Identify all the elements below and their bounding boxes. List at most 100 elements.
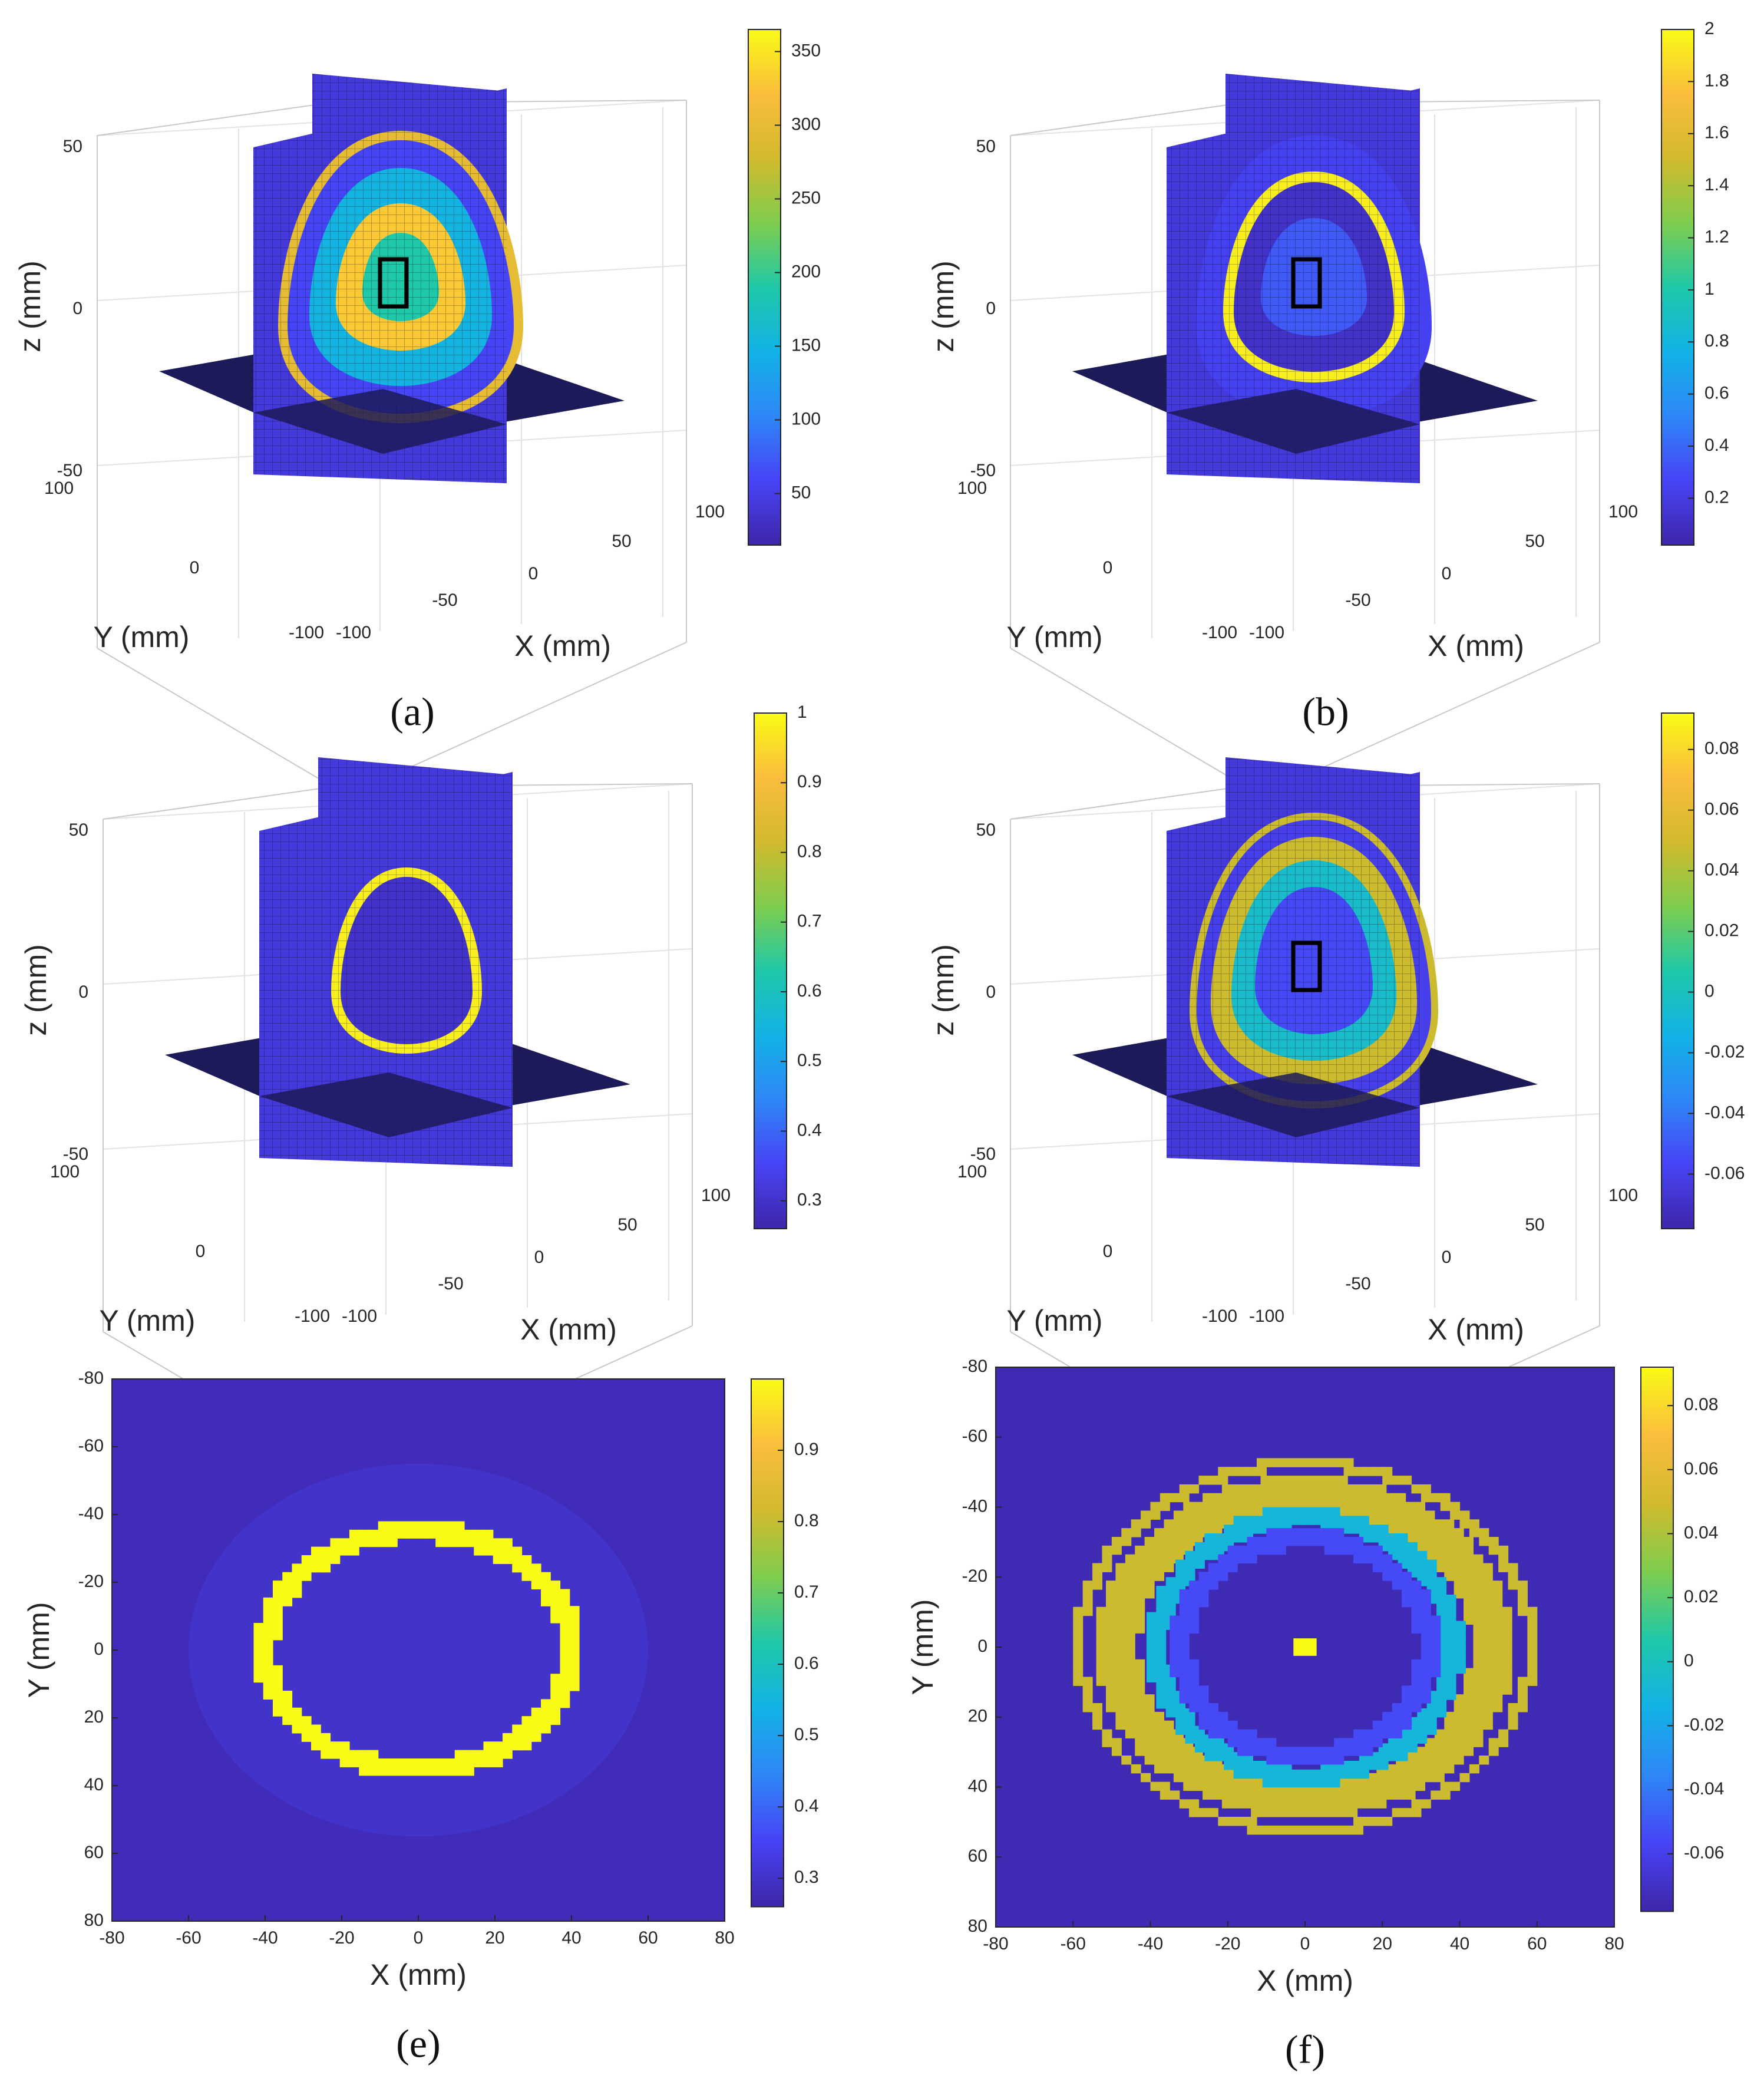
heatmap-cell bbox=[1241, 1484, 1251, 1494]
heatmap-cell bbox=[1135, 1668, 1145, 1678]
heatmap-cell bbox=[1498, 1729, 1509, 1738]
heatmap-cell bbox=[1402, 1598, 1412, 1608]
heatmap-cell bbox=[1310, 1516, 1321, 1525]
x-tick-label: 50 bbox=[612, 532, 631, 551]
colorbar-tick-label: 0.2 bbox=[1704, 487, 1729, 507]
colorbar bbox=[748, 29, 781, 546]
y-tick-label: -100 bbox=[289, 623, 324, 642]
heatmap-cell bbox=[1092, 1720, 1103, 1730]
heatmap-cell bbox=[1144, 1729, 1155, 1738]
heatmap-cell bbox=[1502, 1677, 1512, 1686]
x-tick-label: 0 bbox=[1442, 1248, 1452, 1267]
heatmap-cell bbox=[1102, 1738, 1112, 1747]
heatmap-cell bbox=[550, 1589, 561, 1598]
heatmap-cell bbox=[1106, 1598, 1116, 1608]
heatmap-cell bbox=[1179, 1615, 1190, 1625]
heatmap-cell bbox=[1376, 1484, 1387, 1494]
heatmap-cell bbox=[1144, 1581, 1155, 1590]
horizontal-slice-front bbox=[1167, 1073, 1420, 1137]
heatmap-cell bbox=[1170, 1650, 1180, 1660]
heatmap-cell bbox=[1421, 1606, 1431, 1616]
heatmap-cell bbox=[388, 1767, 398, 1776]
heatmap-cell bbox=[1444, 1536, 1455, 1546]
heatmap-cell bbox=[1164, 1545, 1174, 1555]
heatmap-cell bbox=[1353, 1467, 1364, 1476]
heatmap-cell bbox=[273, 1597, 283, 1606]
heatmap-cell bbox=[1125, 1703, 1135, 1713]
heatmap-cell bbox=[1189, 1703, 1200, 1713]
heatmap-cell bbox=[1309, 1476, 1319, 1485]
heatmap-cell bbox=[1444, 1738, 1455, 1747]
heatmap-cell bbox=[1164, 1729, 1174, 1738]
heatmap-cell bbox=[1237, 1816, 1248, 1826]
colorbar-tick-label: 0.08 bbox=[1684, 1395, 1718, 1414]
heatmap-cell bbox=[1305, 1747, 1316, 1756]
heatmap-cell bbox=[435, 1521, 446, 1530]
horizontal-slice-front bbox=[253, 389, 507, 454]
heatmap-cell bbox=[1314, 1458, 1325, 1467]
heatmap-cell bbox=[292, 1581, 302, 1590]
colorbar-tick-label: 150 bbox=[791, 335, 821, 355]
heatmap-cell bbox=[560, 1597, 570, 1606]
heatmap-cell bbox=[1473, 1685, 1484, 1695]
heatmap-cell bbox=[1527, 1606, 1538, 1616]
heatmap-cell bbox=[1411, 1484, 1422, 1494]
heatmap-cell bbox=[1272, 1769, 1283, 1779]
heatmap-cell bbox=[1179, 1650, 1190, 1660]
heatmap-cell bbox=[1266, 1747, 1277, 1756]
heatmap-cell bbox=[503, 1741, 513, 1751]
heatmap-cell bbox=[1482, 1624, 1493, 1634]
colorbar-tick-label: 0.5 bbox=[797, 1051, 822, 1070]
heatmap-cell bbox=[1444, 1756, 1455, 1765]
roi-box-marker bbox=[1291, 941, 1322, 992]
x-tick-label: 60 bbox=[1527, 1934, 1547, 1954]
heatmap-cell bbox=[1165, 1691, 1176, 1700]
heatmap-cell bbox=[1492, 1606, 1503, 1616]
heatmap-cell bbox=[1454, 1572, 1464, 1581]
heatmap-cell bbox=[1372, 1729, 1383, 1738]
heatmap-cell bbox=[1125, 1711, 1135, 1721]
heatmap-cell bbox=[1189, 1581, 1200, 1590]
heatmap-cell bbox=[1378, 1760, 1389, 1770]
heatmap-cell bbox=[1527, 1668, 1538, 1678]
heatmap-cell bbox=[1295, 1458, 1306, 1467]
heatmap-cell bbox=[1224, 1533, 1234, 1543]
panel-2d-4: -80 -60 -40 -20 0 20 40 60 80-80-60-40-200204060… bbox=[22, 1368, 819, 2066]
heatmap-cell bbox=[1479, 1528, 1489, 1537]
heatmap-cell bbox=[1473, 1659, 1484, 1669]
heatmap-cell bbox=[1482, 1598, 1493, 1608]
heatmap-cell bbox=[1320, 1778, 1331, 1788]
heatmap-cell bbox=[1411, 1677, 1422, 1686]
heatmap-cell bbox=[1376, 1799, 1387, 1809]
heatmap-cell bbox=[1482, 1572, 1493, 1581]
heatmap-cell bbox=[1392, 1476, 1402, 1485]
colorbar-tick-label: 0.4 bbox=[797, 1120, 822, 1140]
heatmap-cell bbox=[1218, 1816, 1228, 1826]
heatmap-cell bbox=[1334, 1747, 1345, 1756]
heatmap-cell bbox=[1237, 1467, 1248, 1476]
heatmap-cell bbox=[1363, 1467, 1373, 1476]
heatmap-cell bbox=[1111, 1536, 1122, 1546]
heatmap-cell bbox=[1464, 1677, 1474, 1686]
heatmap-cell bbox=[493, 1750, 503, 1759]
heatmap-cell bbox=[1473, 1563, 1484, 1572]
heatmap-cell bbox=[1488, 1536, 1499, 1546]
heatmap-cell bbox=[1492, 1703, 1503, 1713]
heatmap-cell bbox=[1328, 1476, 1339, 1485]
heatmap-cell bbox=[1204, 1550, 1215, 1560]
x-tick-label: -40 bbox=[1138, 1934, 1163, 1954]
heatmap-cell bbox=[1426, 1708, 1437, 1718]
heatmap-cell bbox=[1183, 1764, 1194, 1774]
heatmap-cell bbox=[273, 1682, 283, 1691]
heatmap-cell bbox=[1135, 1598, 1145, 1608]
heatmap-cell bbox=[1115, 1615, 1126, 1625]
heatmap-cell bbox=[426, 1767, 436, 1776]
y-tick-label: 100 bbox=[957, 1162, 987, 1182]
heatmap-cell bbox=[531, 1733, 541, 1742]
heatmap-cell bbox=[1115, 1720, 1126, 1730]
heatmap-cell bbox=[1527, 1615, 1538, 1625]
ring-cells bbox=[253, 1521, 580, 1776]
heatmap-cell bbox=[1247, 1545, 1257, 1555]
heatmap-cell bbox=[1517, 1581, 1528, 1590]
